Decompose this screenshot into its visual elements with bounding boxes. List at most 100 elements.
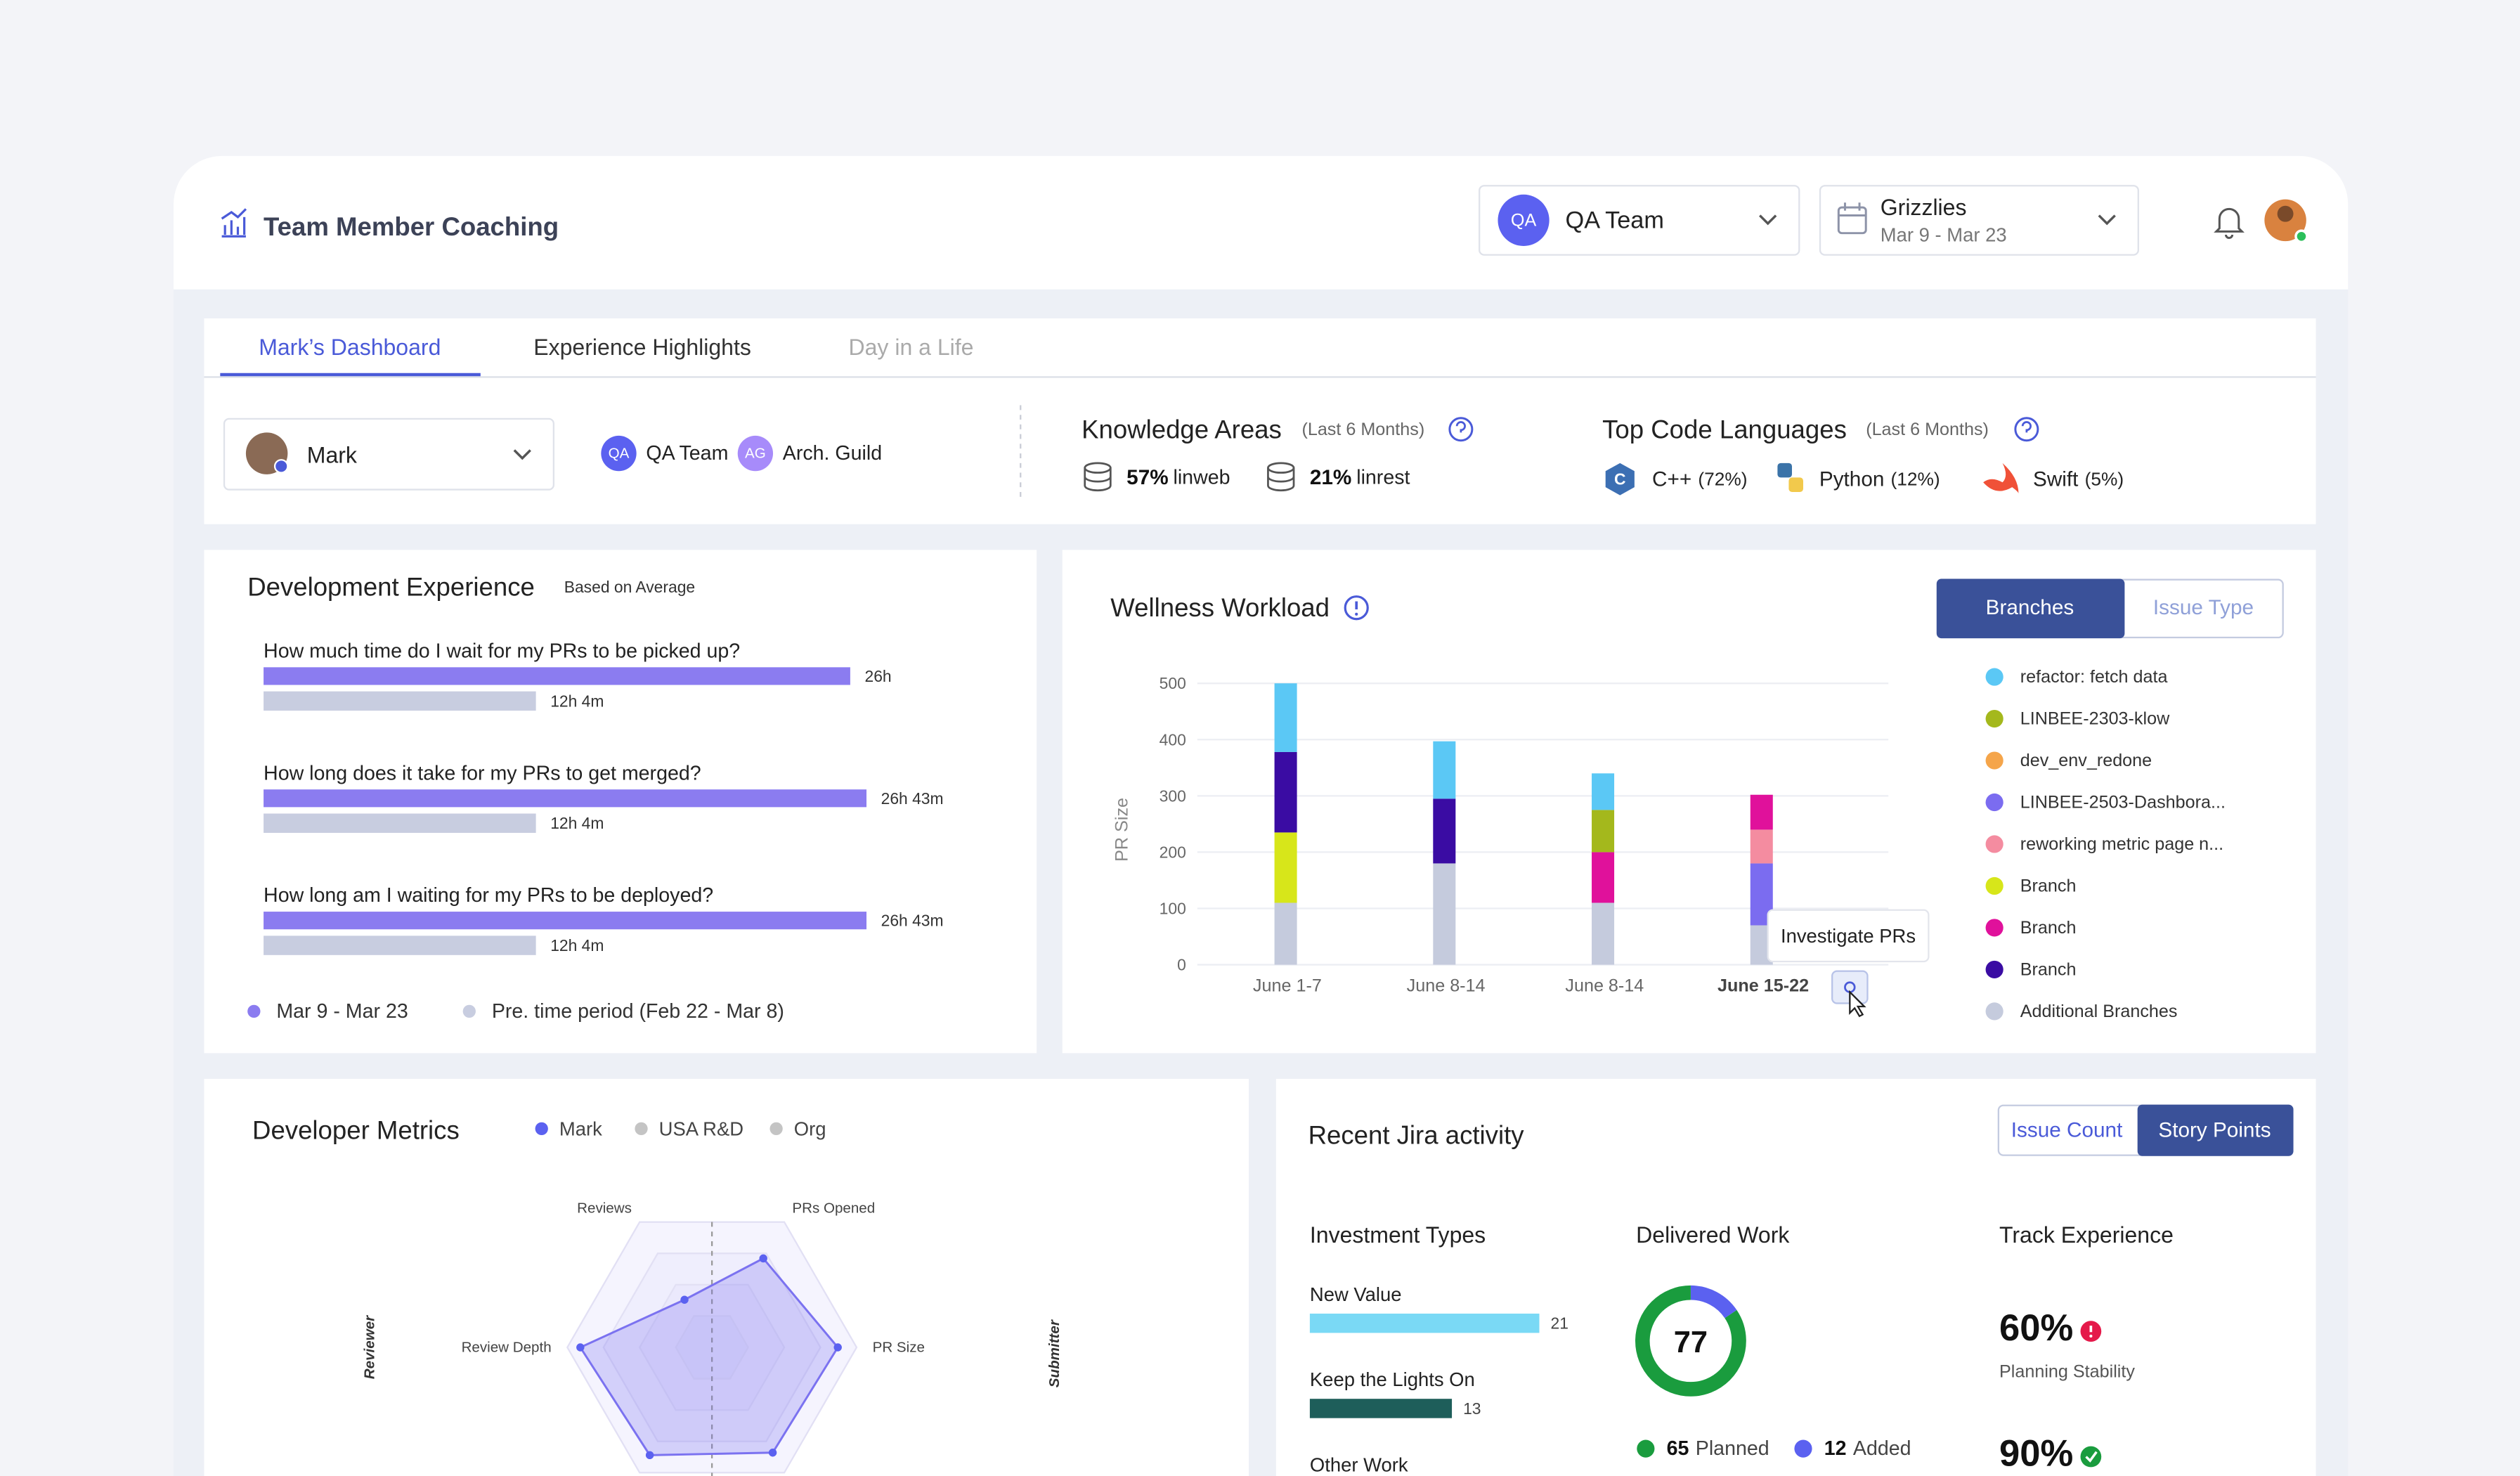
legend-dot xyxy=(462,1004,476,1018)
language-share: (72%) xyxy=(1698,469,1747,490)
group-name: Arch. Guild xyxy=(783,442,882,465)
knowledge-name: linweb xyxy=(1174,466,1230,488)
info-icon[interactable] xyxy=(1344,595,1369,621)
radar-axis-label: PR Size xyxy=(873,1339,925,1355)
side-label: Reviewer xyxy=(362,1315,378,1379)
delivered-label: Added xyxy=(1853,1437,1911,1460)
bar-segment xyxy=(1274,832,1297,903)
legend-label: LINBEE-2503-Dashbora... xyxy=(2020,793,2226,813)
legend-dot xyxy=(1985,876,2003,895)
investment-value: 21 xyxy=(1550,1314,1568,1333)
toggle-option[interactable]: Issue Count xyxy=(2011,1119,2123,1142)
toggle-option[interactable]: Story Points xyxy=(2158,1119,2271,1142)
language-name: Python xyxy=(1819,467,1885,491)
language-share: (12%) xyxy=(1891,469,1940,490)
duration-label: 26h 43m xyxy=(881,789,944,808)
investment-type: New Value xyxy=(1310,1283,1402,1305)
donut-total: 77 xyxy=(1674,1326,1708,1359)
sprint-name: Grizzlies xyxy=(1881,195,1967,220)
bar-segment xyxy=(1433,741,1456,799)
duration-label: 12h 4m xyxy=(550,936,604,954)
y-axis-label: PR Size xyxy=(1112,798,1131,862)
investment-type: Other Work xyxy=(1310,1454,1408,1475)
duration-bar xyxy=(264,667,850,685)
team-name: QA Team xyxy=(1566,207,1664,233)
notifications-bell[interactable] xyxy=(2214,207,2245,239)
delivered-label: Planned xyxy=(1696,1437,1769,1460)
knowledge-name: linrest xyxy=(1356,466,1410,488)
legend-dot xyxy=(1794,1439,1812,1458)
sprint-dropdown[interactable] xyxy=(1819,185,2139,256)
y-tick-label: 300 xyxy=(1160,786,1186,805)
info-dot xyxy=(1355,612,1358,616)
language-name: Swift xyxy=(2033,467,2079,491)
member-dropdown[interactable] xyxy=(223,417,555,491)
help-mark xyxy=(2021,421,2032,433)
help-icon[interactable] xyxy=(2014,417,2039,442)
legend-dot xyxy=(1985,960,2003,978)
toggle-active[interactable] xyxy=(1936,578,2125,639)
toggle-option[interactable]: Branches xyxy=(1986,596,2074,619)
bar-segment xyxy=(1274,683,1297,752)
duration-label: 12h 4m xyxy=(550,692,604,710)
tab[interactable]: Day in a Life xyxy=(849,335,974,360)
bar-segment xyxy=(1592,810,1615,853)
language: C++ (72%) xyxy=(1652,467,1747,491)
radar-point xyxy=(759,1254,767,1263)
panel-title: Developer Metrics xyxy=(252,1116,460,1145)
legend-dot xyxy=(1985,668,2003,686)
ok-icon xyxy=(2080,1446,2102,1468)
section-title: Track Experience xyxy=(1999,1222,2174,1248)
x-tick-label: June 15-22 xyxy=(1717,976,1809,995)
group-name: QA Team xyxy=(646,442,728,465)
panel-title: Recent Jira activity xyxy=(1308,1121,1525,1150)
panel-title: Wellness Workload xyxy=(1110,593,1330,622)
bar-segment xyxy=(1592,852,1615,903)
help-mark xyxy=(1455,421,1466,433)
track-label: Planning Stability xyxy=(1999,1361,2135,1381)
language: Swift (5%) xyxy=(2033,467,2124,491)
radar-point xyxy=(576,1343,585,1352)
y-tick-label: 500 xyxy=(1160,674,1186,692)
tab[interactable]: Mark’s Dashboard xyxy=(259,335,441,360)
y-tick-label: 100 xyxy=(1160,899,1186,917)
knowledge-share: 21% xyxy=(1310,466,1351,489)
toggle-option[interactable]: Issue Type xyxy=(2153,596,2254,619)
question: How much time do I wait for my PRs to be… xyxy=(264,640,740,662)
group-badge xyxy=(737,435,774,472)
tab[interactable]: Experience Highlights xyxy=(533,335,751,360)
legend-dot xyxy=(635,1122,648,1136)
x-tick-label: June 1-7 xyxy=(1253,976,1322,995)
section-title: Delivered Work xyxy=(1636,1222,1790,1248)
panel-note: Based on Average xyxy=(564,578,695,596)
avatar-face xyxy=(2277,205,2294,222)
duration-bar xyxy=(264,789,867,808)
cpp-icon xyxy=(1605,462,1635,496)
section-title: Knowledge Areas xyxy=(1082,415,1282,444)
legend-label: reworking metric page n... xyxy=(2020,834,2223,854)
legend-label: Additional Branches xyxy=(2020,1002,2178,1021)
team-dropdown[interactable] xyxy=(1479,185,1800,256)
bar-segment xyxy=(1274,902,1297,965)
track-value: 90% xyxy=(1999,1432,2073,1474)
legend-dot xyxy=(535,1122,548,1136)
bar-segment xyxy=(1592,773,1615,810)
legend-dot xyxy=(1985,919,2003,937)
profile-panel xyxy=(204,318,2316,524)
alert-dot xyxy=(2089,1334,2093,1338)
toggle-active[interactable] xyxy=(2137,1104,2294,1156)
bar-segment xyxy=(1433,863,1456,965)
group-badge-text: QA xyxy=(609,446,630,462)
legend-dot xyxy=(1985,709,2003,728)
investment-bar xyxy=(1309,1313,1540,1333)
cpp-icon-letter: C xyxy=(1614,470,1626,488)
legend-label: Mark xyxy=(559,1118,602,1139)
tooltip-text: Investigate PRs xyxy=(1781,925,1916,947)
database-icon xyxy=(1084,467,1112,492)
database-icon xyxy=(1267,467,1295,492)
legend-label: Mar 9 - Mar 23 xyxy=(276,1000,408,1023)
member-name: Mark xyxy=(307,442,358,467)
help-icon[interactable] xyxy=(1448,417,1474,442)
legend-dot xyxy=(1985,793,2003,812)
